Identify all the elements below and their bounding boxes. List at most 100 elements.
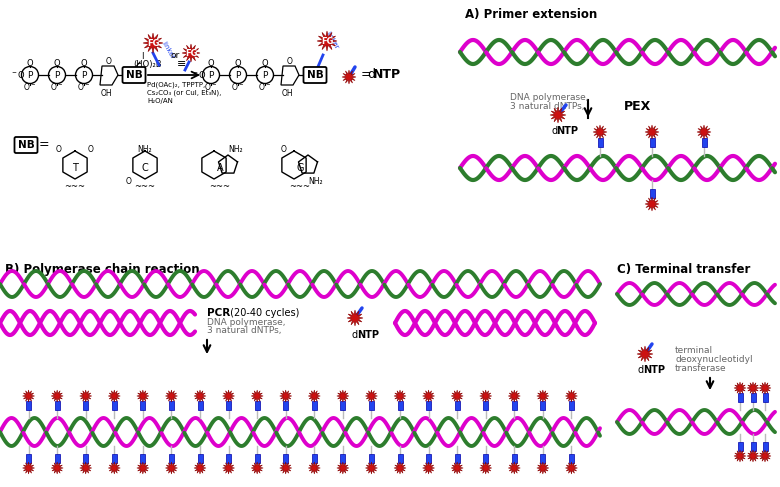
Polygon shape [480,462,491,474]
Bar [512,454,517,463]
Bar [83,454,88,463]
Text: $\rm O^-$: $\rm O^-$ [77,81,90,93]
Polygon shape [23,390,34,402]
Polygon shape [593,125,607,139]
Bar [650,138,654,147]
Text: linker: linker [325,30,340,50]
Text: (HO)₂B: (HO)₂B [133,60,162,70]
Text: NB: NB [18,140,34,150]
Text: $\rm O^-$: $\rm O^-$ [232,81,245,93]
Text: NTP: NTP [643,365,665,375]
Text: C: C [142,163,148,173]
Text: OH: OH [100,89,112,98]
Bar [312,401,317,410]
Text: P: P [55,71,60,79]
Text: FG: FG [147,38,159,48]
Polygon shape [509,390,520,402]
Polygon shape [194,390,206,402]
Text: A) Primer extension: A) Primer extension [465,8,597,21]
Text: O: O [261,58,268,68]
Text: d: d [352,330,358,340]
Bar [369,454,374,463]
Bar [55,454,59,463]
Bar [701,138,707,147]
Bar [283,454,289,463]
Polygon shape [182,44,200,62]
Polygon shape [423,462,434,474]
Polygon shape [566,390,577,402]
Text: C) Terminal transfer: C) Terminal transfer [617,263,750,276]
Polygon shape [347,310,363,326]
Bar [226,454,231,463]
Polygon shape [509,462,520,474]
Bar [254,454,260,463]
Text: B) Polymerase chain reaction: B) Polymerase chain reaction [5,263,200,276]
Bar [569,454,574,463]
Text: $\rm O^-$: $\rm O^-$ [204,81,218,93]
Polygon shape [136,462,149,474]
Bar [763,393,768,402]
Text: I: I [140,52,144,61]
Bar [597,138,602,147]
Text: d: d [551,126,557,136]
Polygon shape [394,462,406,474]
Text: $\rm O^-$: $\rm O^-$ [51,81,63,93]
Bar [55,401,59,410]
Text: P: P [208,71,214,79]
Bar [738,442,743,451]
Bar [541,454,545,463]
Text: deoxynucleotidyl: deoxynucleotidyl [675,355,753,364]
Text: $\rm O^-$: $\rm O^-$ [258,81,271,93]
Polygon shape [550,107,566,123]
Bar [312,454,317,463]
Bar [112,401,117,410]
Text: =: = [361,69,376,81]
Bar [650,189,654,198]
Text: O: O [207,58,215,68]
Polygon shape [645,125,659,139]
Polygon shape [734,382,746,394]
Polygon shape [165,462,177,474]
Polygon shape [80,462,92,474]
Text: $\rm ^-O$: $\rm ^-O$ [191,70,207,80]
Text: ~~~: ~~~ [134,182,155,191]
Text: FG: FG [321,37,333,45]
Text: 3 natural dNTPs,: 3 natural dNTPs, [207,326,282,335]
Text: or: or [170,51,179,59]
Bar [750,442,756,451]
Bar [197,401,203,410]
Polygon shape [308,390,321,402]
Text: 3 natural dNTPs,: 3 natural dNTPs, [510,102,584,111]
Bar [426,401,431,410]
Polygon shape [194,462,206,474]
Polygon shape [143,33,163,53]
Text: Pd(OAc)₂, TPPTP,
Cs₂CO₃ (or CuI, Et₃N),
H₂O/AN: Pd(OAc)₂, TPPTP, Cs₂CO₃ (or CuI, Et₃N), … [147,81,222,104]
Bar [169,401,174,410]
Bar [169,454,174,463]
Polygon shape [759,382,771,394]
Bar [140,401,145,410]
Text: DNA polymerase,: DNA polymerase, [510,93,588,102]
Polygon shape [51,462,63,474]
Bar [738,393,743,402]
Polygon shape [697,125,711,139]
Bar [197,454,203,463]
Text: ~~~: ~~~ [289,182,310,191]
Bar [398,454,402,463]
Text: OH: OH [281,89,292,98]
Polygon shape [251,390,263,402]
Polygon shape [280,390,292,402]
Polygon shape [165,390,177,402]
Text: FG: FG [185,49,197,57]
Text: NB: NB [126,70,143,80]
Text: O: O [88,145,94,153]
Polygon shape [637,346,653,362]
Text: A: A [217,163,223,173]
Polygon shape [566,462,577,474]
Polygon shape [645,197,659,211]
Text: transferase: transferase [675,364,727,373]
Polygon shape [365,390,378,402]
Bar [369,401,374,410]
Text: P: P [27,71,33,79]
Text: =: = [39,138,50,151]
